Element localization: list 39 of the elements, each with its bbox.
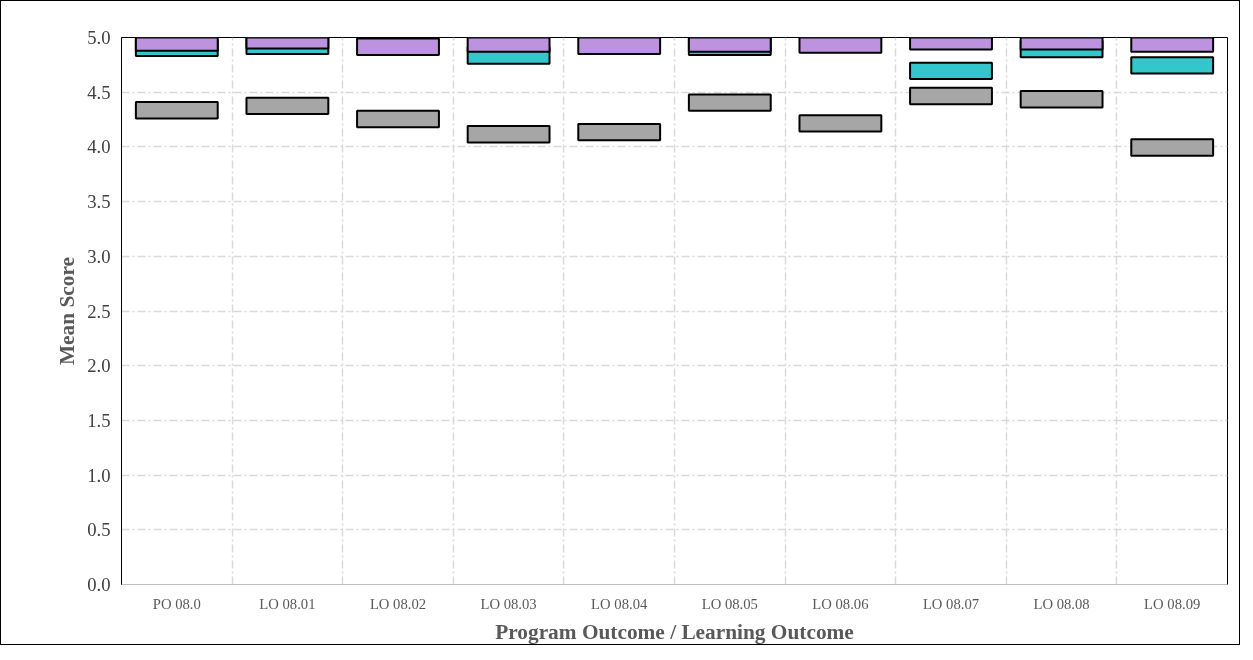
bar [1130, 138, 1215, 157]
x-tick-label: LO 08.05 [701, 595, 758, 612]
x-axis-title: Program Outcome / Learning Outcome [495, 619, 854, 644]
y-tick-label: 5.0 [87, 27, 111, 48]
y-tick-label: 2.0 [87, 355, 111, 377]
bar [356, 109, 440, 129]
bar [798, 37, 883, 54]
bar [909, 61, 993, 81]
x-tick-label: LO 08.04 [591, 595, 648, 612]
bar [909, 37, 993, 51]
x-tick-label: LO 08.01 [259, 595, 316, 612]
y-tick-label: 4.5 [87, 81, 111, 103]
bar [466, 125, 551, 144]
x-tick-label: LO 08.06 [812, 595, 869, 612]
x-tick-label: LO 08.08 [1033, 595, 1090, 612]
bar [1130, 56, 1215, 75]
bar [245, 96, 330, 116]
x-tick-label: LO 08.03 [480, 595, 537, 612]
y-tick-label: 4.0 [87, 136, 111, 158]
bar [577, 37, 662, 55]
bar [1019, 90, 1104, 109]
x-tick-label: LO 08.09 [1144, 595, 1201, 612]
x-tick-label: LO 08.07 [922, 595, 980, 612]
bar [577, 122, 662, 142]
y-tick-label: 3.0 [87, 245, 111, 267]
bar [1130, 37, 1215, 53]
y-tick-label: 2.5 [87, 300, 111, 322]
y-axis-title: Mean Score [55, 257, 80, 365]
y-tick-label: 3.5 [87, 191, 111, 213]
bar [687, 93, 772, 112]
x-tick-label: PO 08.0 [152, 595, 201, 612]
bar [909, 86, 993, 106]
y-tick-label: 0.0 [87, 574, 111, 595]
y-tick-label: 0.5 [87, 519, 111, 541]
y-tick-label: 1.5 [87, 409, 111, 431]
y-tick-label: 1.0 [87, 464, 111, 486]
bar [798, 114, 883, 133]
x-tick-label: LO 08.02 [369, 595, 427, 612]
bar [134, 101, 219, 120]
